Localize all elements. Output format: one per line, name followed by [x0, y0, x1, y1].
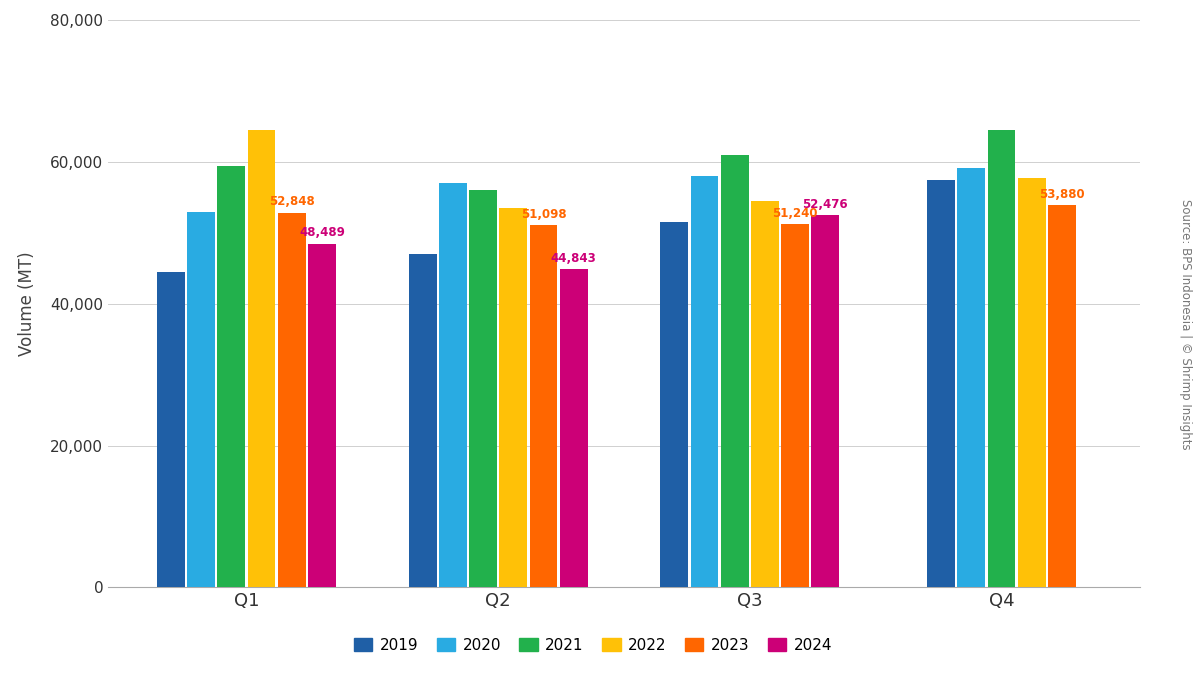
Y-axis label: Volume (MT): Volume (MT)	[18, 252, 36, 356]
Bar	[691, 176, 719, 587]
Bar	[811, 215, 839, 587]
Bar	[721, 155, 749, 587]
Bar	[988, 130, 1015, 587]
Text: 48,489: 48,489	[299, 226, 344, 240]
Bar	[529, 225, 557, 587]
Bar	[1018, 178, 1045, 587]
Bar	[499, 208, 527, 587]
Bar	[187, 212, 215, 587]
Bar	[1048, 205, 1076, 587]
Bar	[751, 201, 779, 587]
Bar	[409, 254, 437, 587]
Text: 53,880: 53,880	[1039, 188, 1085, 201]
Bar	[958, 167, 985, 587]
Text: 52,848: 52,848	[269, 196, 314, 209]
Bar	[247, 130, 276, 587]
Bar	[278, 213, 306, 587]
Bar	[308, 244, 336, 587]
Bar	[559, 269, 588, 587]
Bar	[660, 222, 689, 587]
Text: 52,476: 52,476	[803, 198, 848, 211]
Text: Source: BPS Indonesia | © Shrimp Insights: Source: BPS Indonesia | © Shrimp Insight…	[1178, 198, 1192, 450]
Text: 51,240: 51,240	[773, 207, 818, 220]
Bar	[157, 272, 185, 587]
Bar	[781, 224, 809, 587]
Text: 44,843: 44,843	[551, 252, 596, 265]
Legend: 2019, 2020, 2021, 2022, 2023, 2024: 2019, 2020, 2021, 2022, 2023, 2024	[348, 632, 839, 659]
Bar	[439, 184, 467, 587]
Bar	[217, 165, 245, 587]
Bar	[928, 180, 955, 587]
Bar	[469, 190, 497, 587]
Text: 51,098: 51,098	[521, 208, 566, 221]
